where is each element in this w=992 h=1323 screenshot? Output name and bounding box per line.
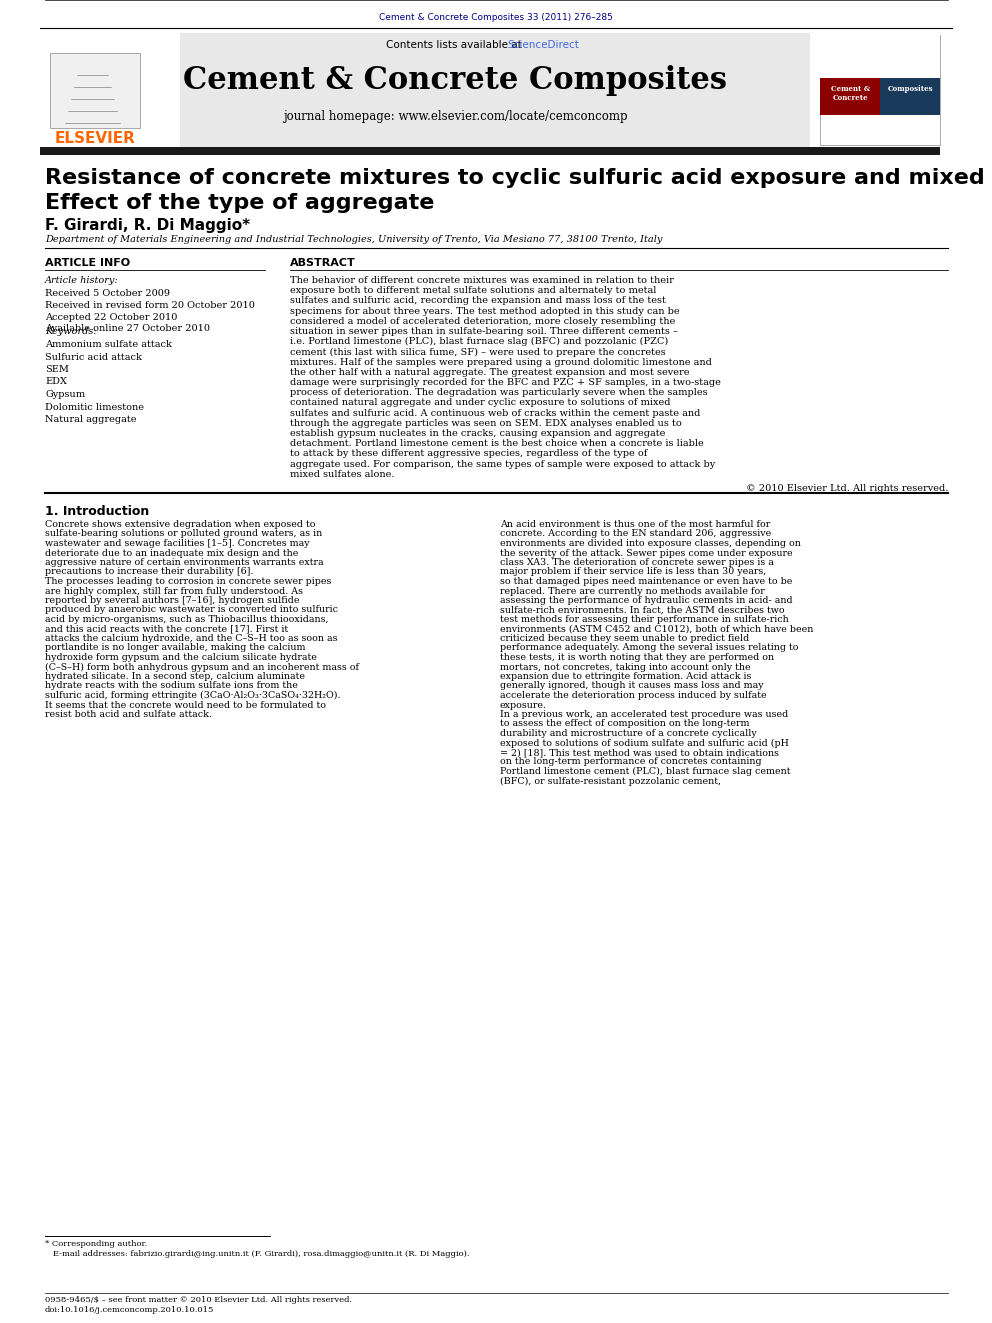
Text: contained natural aggregate and under cyclic exposure to solutions of mixed: contained natural aggregate and under cy… — [290, 398, 671, 407]
Text: The behavior of different concrete mixtures was examined in relation to their: The behavior of different concrete mixtu… — [290, 277, 674, 284]
Text: so that damaged pipes need maintenance or even have to be: so that damaged pipes need maintenance o… — [500, 577, 793, 586]
Text: the other half with a natural aggregate. The greatest expansion and most severe: the other half with a natural aggregate.… — [290, 368, 689, 377]
Text: durability and microstructure of a concrete cyclically: durability and microstructure of a concr… — [500, 729, 757, 738]
Text: reported by several authors [7–16], hydrogen sulfide: reported by several authors [7–16], hydr… — [45, 595, 300, 605]
Text: sulfates and sulfuric acid. A continuous web of cracks within the cement paste a: sulfates and sulfuric acid. A continuous… — [290, 409, 700, 418]
Text: accelerate the deterioration process induced by sulfate: accelerate the deterioration process ind… — [500, 691, 767, 700]
Text: performance adequately. Among the several issues relating to: performance adequately. Among the severa… — [500, 643, 799, 652]
Text: to attack by these different aggressive species, regardless of the type of: to attack by these different aggressive … — [290, 450, 648, 458]
Bar — [40, 33, 810, 148]
Text: these tests, it is worth noting that they are performed on: these tests, it is worth noting that the… — [500, 654, 774, 662]
Text: hydroxide form gypsum and the calcium silicate hydrate: hydroxide form gypsum and the calcium si… — [45, 654, 316, 662]
Text: deteriorate due to an inadequate mix design and the: deteriorate due to an inadequate mix des… — [45, 549, 299, 557]
Text: precautions to increase their durability [6].: precautions to increase their durability… — [45, 568, 254, 577]
Text: assessing the performance of hydraulic cements in acid- and: assessing the performance of hydraulic c… — [500, 595, 793, 605]
Text: Resistance of concrete mixtures to cyclic sulfuric acid exposure and mixed sulfa: Resistance of concrete mixtures to cycli… — [45, 168, 992, 213]
Text: ELSEVIER: ELSEVIER — [55, 131, 136, 146]
Text: hydrate reacts with the sodium sulfate ions from the: hydrate reacts with the sodium sulfate i… — [45, 681, 298, 691]
Text: portlandite is no longer available, making the calcium: portlandite is no longer available, maki… — [45, 643, 306, 652]
Text: An acid environment is thus one of the most harmful for: An acid environment is thus one of the m… — [500, 520, 770, 529]
Text: Concrete shows extensive degradation when exposed to: Concrete shows extensive degradation whe… — [45, 520, 315, 529]
Text: wastewater and sewage facilities [1–5]. Concretes may: wastewater and sewage facilities [1–5]. … — [45, 538, 310, 548]
Text: 1. Introduction: 1. Introduction — [45, 505, 149, 519]
Bar — [820, 34, 940, 146]
Text: Cement &
Concrete: Cement & Concrete — [831, 85, 871, 102]
Text: sulfate-bearing solutions or polluted ground waters, as in: sulfate-bearing solutions or polluted gr… — [45, 529, 322, 538]
Text: class XA3. The deterioration of concrete sewer pipes is a: class XA3. The deterioration of concrete… — [500, 558, 774, 568]
Text: on the long-term performance of concretes containing: on the long-term performance of concrete… — [500, 758, 762, 766]
Text: It seems that the concrete would need to be formulated to: It seems that the concrete would need to… — [45, 700, 326, 709]
Text: ABSTRACT: ABSTRACT — [290, 258, 356, 269]
Text: to assess the effect of composition on the long-term: to assess the effect of composition on t… — [500, 720, 750, 729]
Text: produced by anaerobic wastewater is converted into sulfuric: produced by anaerobic wastewater is conv… — [45, 606, 338, 614]
Text: attacks the calcium hydroxide, and the C–S–H too as soon as: attacks the calcium hydroxide, and the C… — [45, 634, 337, 643]
Text: 0958-9465/$ – see front matter © 2010 Elsevier Ltd. All rights reserved.
doi:10.: 0958-9465/$ – see front matter © 2010 El… — [45, 1297, 352, 1314]
Text: detachment. Portland limestone cement is the best choice when a concrete is liab: detachment. Portland limestone cement is… — [290, 439, 703, 448]
Text: Contents lists available at: Contents lists available at — [386, 40, 525, 50]
Text: hydrated silicate. In a second step, calcium aluminate: hydrated silicate. In a second step, cal… — [45, 672, 305, 681]
Text: ScienceDirect: ScienceDirect — [507, 40, 579, 50]
Text: Cement & Concrete Composites 33 (2011) 276–285: Cement & Concrete Composites 33 (2011) 2… — [379, 13, 613, 22]
Text: © 2010 Elsevier Ltd. All rights reserved.: © 2010 Elsevier Ltd. All rights reserved… — [746, 484, 948, 493]
Text: concrete. According to the EN standard 206, aggressive: concrete. According to the EN standard 2… — [500, 529, 771, 538]
Text: cement (this last with silica fume, SF) – were used to prepare the concretes: cement (this last with silica fume, SF) … — [290, 348, 666, 356]
Text: Composites: Composites — [887, 85, 932, 93]
Text: resist both acid and sulfate attack.: resist both acid and sulfate attack. — [45, 710, 212, 718]
Text: considered a model of accelerated deterioration, more closely resembling the: considered a model of accelerated deteri… — [290, 316, 676, 325]
Text: Received 5 October 2009
Received in revised form 20 October 2010
Accepted 22 Oct: Received 5 October 2009 Received in revi… — [45, 288, 255, 333]
Text: process of deterioration. The degradation was particularly severe when the sampl: process of deterioration. The degradatio… — [290, 388, 707, 397]
Bar — [50, 53, 140, 128]
Text: generally ignored, though it causes mass loss and may: generally ignored, though it causes mass… — [500, 681, 764, 691]
Text: mixed sulfates alone.: mixed sulfates alone. — [290, 470, 395, 479]
Text: exposure.: exposure. — [500, 700, 547, 709]
Text: Ammonium sulfate attack
Sulfuric acid attack
SEM
EDX
Gypsum
Dolomitic limestone
: Ammonium sulfate attack Sulfuric acid at… — [45, 340, 172, 423]
Text: Department of Materials Engineering and Industrial Technologies, University of T: Department of Materials Engineering and … — [45, 235, 663, 243]
Text: test methods for assessing their performance in sulfate-rich: test methods for assessing their perform… — [500, 615, 789, 624]
Text: exposed to solutions of sodium sulfate and sulfuric acid (pH: exposed to solutions of sodium sulfate a… — [500, 738, 789, 747]
Text: mortars, not concretes, taking into account only the: mortars, not concretes, taking into acco… — [500, 663, 751, 672]
Text: mixtures. Half of the samples were prepared using a ground dolomitic limestone a: mixtures. Half of the samples were prepa… — [290, 357, 712, 366]
Text: (BFC), or sulfate-resistant pozzolanic cement,: (BFC), or sulfate-resistant pozzolanic c… — [500, 777, 721, 786]
Bar — [880, 78, 940, 115]
Text: ARTICLE INFO: ARTICLE INFO — [45, 258, 130, 269]
Text: situation in sewer pipes than in sulfate-bearing soil. Three different cements –: situation in sewer pipes than in sulfate… — [290, 327, 678, 336]
Bar — [820, 78, 880, 115]
Text: Keywords:: Keywords: — [45, 327, 96, 336]
Text: environments (ASTM C452 and C1012), both of which have been: environments (ASTM C452 and C1012), both… — [500, 624, 813, 634]
Text: Article history:: Article history: — [45, 277, 119, 284]
Text: damage were surprisingly recorded for the BFC and PZC + SF samples, in a two-sta: damage were surprisingly recorded for th… — [290, 378, 721, 388]
Text: sulfuric acid, forming ettringite (3CaO·Al₂O₃·3CaSO₄·32H₂O).: sulfuric acid, forming ettringite (3CaO·… — [45, 691, 340, 700]
Text: sulfates and sulfuric acid, recording the expansion and mass loss of the test: sulfates and sulfuric acid, recording th… — [290, 296, 666, 306]
Text: major problem if their service life is less than 30 years,: major problem if their service life is l… — [500, 568, 766, 577]
Text: environments are divided into exposure classes, depending on: environments are divided into exposure c… — [500, 538, 801, 548]
Text: specimens for about three years. The test method adopted in this study can be: specimens for about three years. The tes… — [290, 307, 680, 316]
Text: the severity of the attack. Sewer pipes come under exposure: the severity of the attack. Sewer pipes … — [500, 549, 793, 557]
Text: In a previous work, an accelerated test procedure was used: In a previous work, an accelerated test … — [500, 710, 789, 718]
Text: journal homepage: www.elsevier.com/locate/cemconcomp: journal homepage: www.elsevier.com/locat… — [283, 110, 627, 123]
Text: F. Girardi, R. Di Maggio*: F. Girardi, R. Di Maggio* — [45, 218, 250, 233]
Text: are highly complex, still far from fully understood. As: are highly complex, still far from fully… — [45, 586, 303, 595]
Text: aggregate used. For comparison, the same types of sample were exposed to attack : aggregate used. For comparison, the same… — [290, 459, 715, 468]
Text: and this acid reacts with the concrete [17]. First it: and this acid reacts with the concrete [… — [45, 624, 288, 634]
Text: = 2) [18]. This test method was used to obtain indications: = 2) [18]. This test method was used to … — [500, 747, 779, 757]
Text: exposure both to different metal sulfate solutions and alternately to metal: exposure both to different metal sulfate… — [290, 286, 657, 295]
Text: expansion due to ettringite formation. Acid attack is: expansion due to ettringite formation. A… — [500, 672, 751, 681]
Text: * Corresponding author.
   E-mail addresses: fabrizio.girardi@ing.unitn.it (F. G: * Corresponding author. E-mail addresses… — [45, 1240, 469, 1258]
Text: establish gypsum nucleates in the cracks, causing expansion and aggregate: establish gypsum nucleates in the cracks… — [290, 429, 666, 438]
Bar — [40, 33, 180, 148]
Text: (C–S–H) form both anhydrous gypsum and an incoherent mass of: (C–S–H) form both anhydrous gypsum and a… — [45, 663, 359, 672]
Bar — [820, 34, 940, 78]
Text: replaced. There are currently no methods available for: replaced. There are currently no methods… — [500, 586, 765, 595]
Text: through the aggregate particles was seen on SEM. EDX analyses enabled us to: through the aggregate particles was seen… — [290, 419, 682, 427]
Text: Portland limestone cement (PLC), blast furnace slag cement: Portland limestone cement (PLC), blast f… — [500, 767, 791, 777]
Text: The processes leading to corrosion in concrete sewer pipes: The processes leading to corrosion in co… — [45, 577, 331, 586]
Text: aggressive nature of certain environments warrants extra: aggressive nature of certain environment… — [45, 558, 323, 568]
Text: criticized because they seem unable to predict field: criticized because they seem unable to p… — [500, 634, 749, 643]
Text: i.e. Portland limestone (PLC), blast furnace slag (BFC) and pozzolanic (PZC): i.e. Portland limestone (PLC), blast fur… — [290, 337, 669, 347]
Text: Cement & Concrete Composites: Cement & Concrete Composites — [183, 65, 727, 97]
Text: sulfate-rich environments. In fact, the ASTM describes two: sulfate-rich environments. In fact, the … — [500, 606, 785, 614]
Bar — [40, 147, 940, 155]
Text: acid by micro-organisms, such as Thiobacillus thiooxidans,: acid by micro-organisms, such as Thiobac… — [45, 615, 328, 624]
